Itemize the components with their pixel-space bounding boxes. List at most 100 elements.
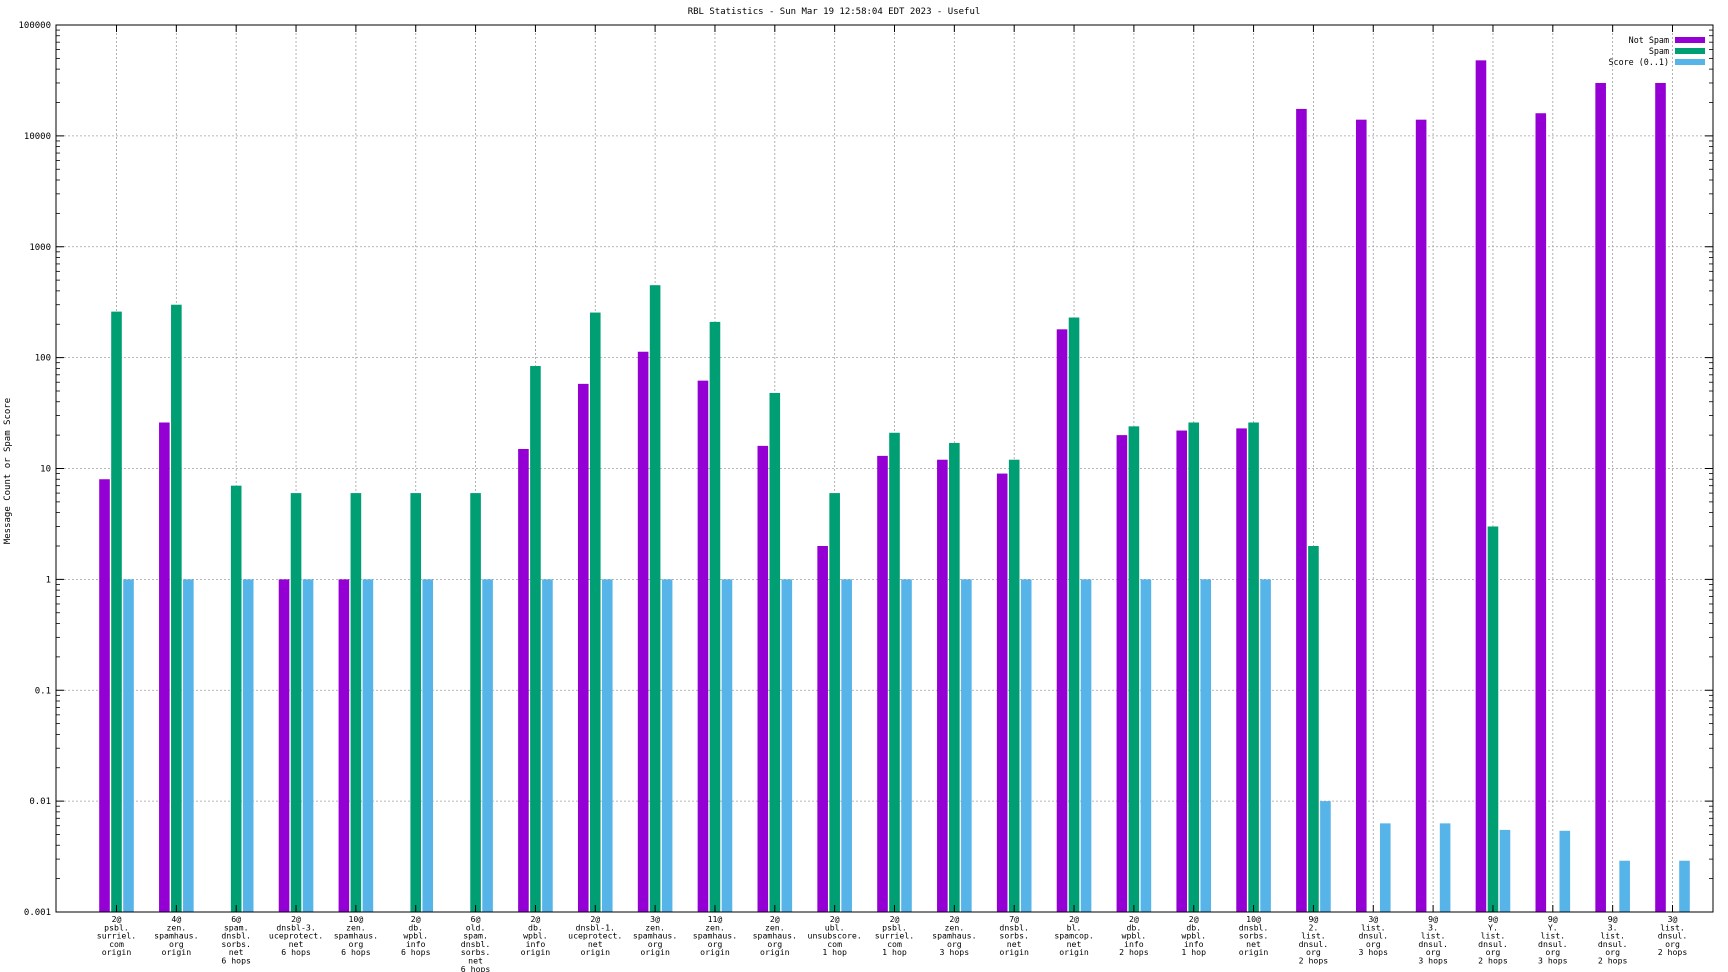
category-label-line: org bbox=[1306, 947, 1321, 957]
category-label-line: list. bbox=[1540, 931, 1565, 941]
category-label-line: 6 hops bbox=[461, 964, 491, 972]
category-label-line: db. bbox=[528, 922, 543, 932]
category-label-line: dnsbl. bbox=[999, 922, 1029, 932]
category-label-line: 2@ bbox=[1189, 914, 1199, 924]
category-label-line: net bbox=[588, 939, 603, 949]
category-label-line: spamhaus. bbox=[693, 931, 737, 941]
bar-score bbox=[1260, 579, 1271, 912]
bar-spam bbox=[290, 493, 302, 912]
category-label-line: info bbox=[1124, 939, 1144, 949]
category-label-line: 3 hops bbox=[1418, 956, 1448, 966]
category-label-line: origin bbox=[760, 947, 790, 957]
category-label-line: org bbox=[1545, 947, 1560, 957]
category-label: 7@ dnsbl. sorbs. net origin bbox=[999, 914, 1029, 957]
category-label-line: list. bbox=[1660, 922, 1685, 932]
legend-label: Not Spam bbox=[1629, 35, 1669, 45]
bar-spam bbox=[470, 493, 481, 912]
category-label-line: 11@ bbox=[708, 914, 723, 924]
category-label-line: spam. bbox=[224, 922, 249, 932]
category-label-line: 2@ bbox=[112, 914, 122, 924]
category-label-line: dnsul. bbox=[1598, 939, 1628, 949]
category-label-line: 2@ bbox=[949, 914, 959, 924]
category-label-line: 6@ bbox=[231, 914, 241, 924]
category-label-line: zen. bbox=[166, 922, 186, 932]
category-label-line: db. bbox=[1186, 922, 1201, 932]
legend-swatch bbox=[1675, 59, 1705, 65]
category-label-line: origin bbox=[580, 947, 610, 957]
category-label-line: bl. bbox=[1067, 922, 1082, 932]
category-label: 9@ Y. list. dnsul. org 3 hops bbox=[1538, 914, 1568, 966]
category-label-line: 2@ bbox=[1069, 914, 1079, 924]
bar-not-spam bbox=[1595, 82, 1606, 912]
chart-title: RBL Statistics - Sun Mar 19 12:58:04 EDT… bbox=[688, 7, 981, 17]
bar-score bbox=[841, 579, 852, 912]
category-label-line: dnsbl. bbox=[221, 931, 251, 941]
category-label-line: 6 hops bbox=[401, 947, 431, 957]
bar-not-spam bbox=[1176, 430, 1188, 912]
category-label-line: uceprotect. bbox=[269, 931, 323, 941]
bar-score bbox=[1439, 823, 1451, 912]
bar-not-spam bbox=[697, 380, 709, 913]
category-label-line: 2@ bbox=[890, 914, 900, 924]
category-label: 10@ dnsbl. sorbs. net origin bbox=[1239, 914, 1269, 957]
category-label: 2@ db. wpbl. info 6 hops bbox=[401, 914, 431, 957]
category-label-line: old. bbox=[466, 922, 486, 932]
y-tick-label: 0.001 bbox=[24, 908, 51, 918]
category-label-line: 1 hop bbox=[1181, 947, 1206, 957]
category-label-line: org bbox=[1605, 947, 1620, 957]
category-label-line: 2 hops bbox=[1478, 956, 1508, 966]
category-label-line: origin bbox=[162, 947, 192, 957]
bar-spam bbox=[230, 485, 242, 912]
bar-not-spam bbox=[1236, 428, 1247, 912]
category-label-line: 2@ bbox=[530, 914, 540, 924]
category-label-line: 10@ bbox=[348, 914, 363, 924]
category-label-line: zen. bbox=[944, 922, 964, 932]
category-label-line: 3. bbox=[1608, 922, 1618, 932]
bar-score bbox=[123, 579, 134, 912]
y-tick-label: 10000 bbox=[24, 132, 51, 142]
category-label: 9@ 2. list. dnsul. org 2 hops bbox=[1299, 914, 1329, 966]
category-label-line: zen. bbox=[705, 922, 725, 932]
bar-score bbox=[482, 579, 493, 912]
category-label-line: 9@ bbox=[1548, 914, 1558, 924]
bar-score bbox=[781, 579, 793, 912]
category-label-line: com bbox=[109, 939, 124, 949]
category-label-line: origin bbox=[521, 947, 551, 957]
bar-not-spam bbox=[577, 383, 589, 912]
category-label-line: 2@ bbox=[1129, 914, 1139, 924]
bar-not-spam bbox=[159, 422, 170, 912]
category-label-line: psbl. bbox=[104, 922, 129, 932]
bar-not-spam bbox=[1415, 119, 1427, 913]
category-label-line: 3@ bbox=[1368, 914, 1378, 924]
bar-score bbox=[302, 579, 314, 912]
category-label-line: 3. bbox=[1428, 922, 1438, 932]
bar-not-spam bbox=[99, 479, 110, 912]
category-label-line: 4@ bbox=[171, 914, 181, 924]
category-label-line: 3 hops bbox=[1358, 947, 1388, 957]
bar-score bbox=[1379, 823, 1391, 912]
category-label-line: list. bbox=[1361, 922, 1386, 932]
bar-spam bbox=[829, 493, 840, 912]
category-label-line: net bbox=[229, 947, 244, 957]
bar-score bbox=[961, 579, 972, 912]
bar-spam bbox=[1308, 545, 1319, 912]
bar-score bbox=[1200, 579, 1212, 912]
category-label: 2@ db. wpbl. info 2 hops bbox=[1119, 914, 1149, 957]
category-label-line: info bbox=[406, 939, 426, 949]
category-label-line: list. bbox=[1301, 931, 1326, 941]
category-label-line: db. bbox=[1126, 922, 1141, 932]
category-label-line: 2 hops bbox=[1119, 947, 1149, 957]
category-label-line: 9@ bbox=[1428, 914, 1438, 924]
category-label-line: 7@ bbox=[1009, 914, 1019, 924]
bar-not-spam bbox=[1475, 60, 1487, 912]
category-label: 2@ psbl. surriel. com origin bbox=[97, 914, 136, 957]
category-label-line: dnsul. bbox=[1538, 939, 1568, 949]
bar-spam bbox=[649, 285, 661, 912]
bars bbox=[99, 60, 1690, 913]
category-label-line: org bbox=[708, 939, 723, 949]
category-label-line: zen. bbox=[645, 922, 665, 932]
category-label-line: dnsul. bbox=[1418, 939, 1448, 949]
bar-score bbox=[1320, 801, 1331, 912]
bar-score bbox=[183, 579, 194, 912]
category-label: 2@ psbl. surriel. com 1 hop bbox=[875, 914, 914, 957]
